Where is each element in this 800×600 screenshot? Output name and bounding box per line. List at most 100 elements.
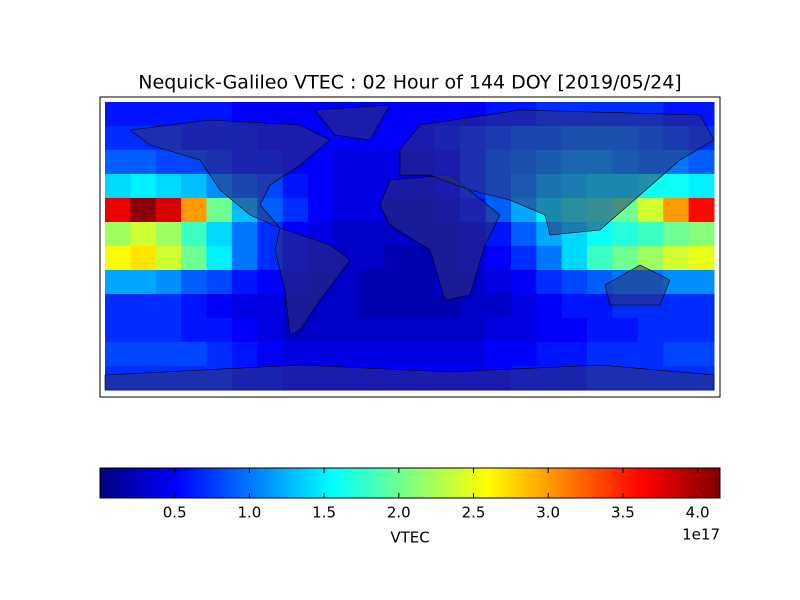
heat-cell (637, 342, 664, 367)
heat-cell (460, 318, 487, 343)
heat-cell (434, 342, 461, 367)
heat-cell (688, 222, 715, 247)
heat-cell (105, 198, 131, 223)
heat-cell (130, 246, 157, 271)
heat-cell (105, 342, 131, 367)
heat-cell (485, 318, 512, 343)
heat-cell (587, 246, 613, 271)
colorbar-tick-label: 3.0 (536, 504, 560, 522)
heat-cell (688, 342, 715, 367)
heat-cell (511, 222, 537, 247)
heat-cell (384, 318, 410, 343)
heat-cell (155, 222, 182, 247)
heat-cell (536, 246, 563, 271)
heat-cell (333, 222, 360, 247)
heat-cell (409, 318, 436, 343)
heat-cell (333, 342, 360, 367)
heat-cell (612, 246, 639, 271)
heat-cell (257, 270, 284, 295)
heat-cell (105, 294, 131, 319)
heat-cell (561, 318, 588, 343)
heat-cell (485, 246, 512, 271)
heat-cell (105, 318, 131, 343)
colorbar-tick-label: 2.5 (462, 504, 486, 522)
heat-cell (409, 294, 436, 319)
heat-cell (561, 270, 588, 295)
heat-cell (257, 342, 284, 367)
heat-cell (536, 342, 563, 367)
heat-cell (358, 174, 385, 199)
heat-cell (637, 222, 664, 247)
heat-cell (105, 222, 131, 247)
heat-cell (282, 102, 309, 127)
heat-cell (333, 150, 360, 175)
africa (379, 174, 501, 301)
heat-cell (663, 198, 690, 223)
heat-cell (637, 318, 664, 343)
colorbar-tick-label: 0.5 (163, 504, 187, 522)
heat-cell (511, 342, 537, 367)
heat-cell (358, 342, 385, 367)
heat-cell (612, 342, 639, 367)
heat-cell (536, 294, 563, 319)
heat-cell (688, 198, 715, 223)
heat-cell (155, 150, 182, 175)
heat-cell (688, 270, 715, 295)
heat-cell (105, 270, 131, 295)
heat-cell (511, 294, 537, 319)
heat-cell (206, 222, 233, 247)
heat-cell (434, 318, 461, 343)
heat-cell (231, 294, 258, 319)
heat-cell (155, 174, 182, 199)
heat-cell (105, 126, 131, 151)
heat-cell (612, 222, 639, 247)
colorbar-tick-label: 1.0 (237, 504, 261, 522)
antarctica (104, 364, 715, 391)
heat-cell (155, 342, 182, 367)
heat-cell (384, 246, 410, 271)
heat-cell (206, 270, 233, 295)
heat-cell (130, 102, 157, 127)
heat-cell (206, 198, 233, 223)
heat-cell (206, 318, 233, 343)
heat-cell (155, 198, 182, 223)
heat-cell (181, 174, 207, 199)
chart-title: Nequick-Galileo VTEC : 02 Hour of 144 DO… (138, 72, 681, 94)
heat-cell (688, 174, 715, 199)
heat-cell (231, 318, 258, 343)
colorbar-tick-label: 2.0 (387, 504, 411, 522)
heat-cell (511, 318, 537, 343)
heat-cell (231, 270, 258, 295)
eurasia (399, 109, 715, 236)
heat-cell (409, 102, 436, 127)
heat-cell (206, 294, 233, 319)
colorbar-tick-label: 1.5 (312, 504, 336, 522)
heat-cell (358, 246, 385, 271)
heat-cell (688, 318, 715, 343)
coastlines (104, 104, 715, 391)
australia (604, 264, 671, 306)
heat-cell (181, 294, 207, 319)
heat-cell (333, 294, 360, 319)
heat-cell (612, 318, 639, 343)
heat-cell (409, 342, 436, 367)
heat-cell (561, 294, 588, 319)
heat-cell (688, 150, 715, 175)
heat-cell (308, 318, 334, 343)
heat-cell (181, 270, 207, 295)
heat-cell (358, 270, 385, 295)
heat-cell (688, 294, 715, 319)
heat-cell (587, 342, 613, 367)
heat-cell (105, 246, 131, 271)
heat-cell (155, 294, 182, 319)
heat-cell (130, 318, 157, 343)
heat-cell (181, 318, 207, 343)
heat-cell (536, 318, 563, 343)
heat-cell (181, 222, 207, 247)
heat-cell (130, 150, 157, 175)
heat-cell (282, 174, 309, 199)
heat-cell (637, 198, 664, 223)
heat-cell (663, 294, 690, 319)
heat-cell (257, 318, 284, 343)
